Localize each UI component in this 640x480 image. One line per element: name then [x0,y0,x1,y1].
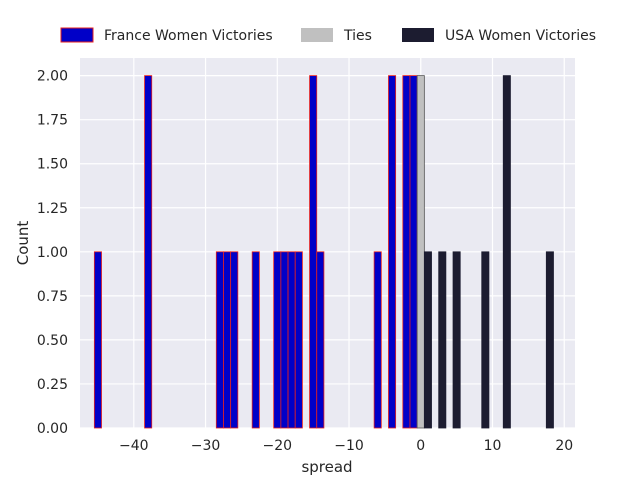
x-tick-label: −20 [263,438,293,454]
bar-france [316,251,325,429]
legend-swatch-france [60,27,94,43]
grid-lines [80,58,575,429]
bar-usa [423,251,432,429]
x-tick-label: 20 [555,438,573,454]
bar-france [373,251,382,429]
legend-swatch-ties [301,28,333,42]
legend-swatch-usa [402,28,434,42]
bar-france [223,251,232,429]
bar-france [309,75,318,429]
x-tick-label: 0 [416,438,425,454]
bar-france [230,251,239,429]
bar-france [93,251,102,429]
x-axis-label: spread [301,458,352,476]
bar-france [273,251,282,429]
bars [93,75,554,429]
x-tick-labels: −40 −30 −20 −10 0 10 20 [119,438,573,454]
legend-label-france: France Women Victories [104,28,273,44]
bar-france [251,251,260,429]
bar-usa [438,251,447,429]
bar-france [294,251,303,429]
y-tick-label: 0.75 [37,289,68,305]
legend: France Women Victories Ties USA Women Vi… [60,27,596,44]
y-tick-label: 0.25 [37,377,68,393]
bar-usa [481,251,490,429]
bar-usa [452,251,461,429]
y-tick-label: 1.25 [37,201,68,217]
legend-label-ties: Ties [343,28,372,44]
bar-france [144,75,153,429]
bar-ties [416,75,425,429]
legend-label-usa: USA Women Victories [445,28,596,44]
y-tick-label: 1.75 [37,113,68,129]
y-tick-labels: 0.00 0.25 0.50 0.75 1.00 1.25 1.50 1.75 2.00 [37,69,68,437]
bar-france [280,251,289,429]
x-tick-label: 10 [484,438,502,454]
bar-france [215,251,224,429]
y-tick-label: 0.50 [37,333,68,349]
y-tick-label: 1.00 [37,245,68,261]
bar-france [287,251,296,429]
bar-usa [502,75,511,429]
plot-area [80,58,575,428]
y-axis-label: Count [14,221,32,266]
y-tick-label: 0.00 [37,421,68,437]
x-tick-label: −30 [191,438,221,454]
y-tick-label: 1.50 [37,157,68,173]
bar-france [409,75,418,429]
x-tick-label: −40 [119,438,149,454]
bar-usa [545,251,554,429]
y-tick-label: 2.00 [37,69,68,85]
x-tick-label: −10 [334,438,364,454]
bar-france [388,75,397,429]
bar-france [402,75,411,429]
